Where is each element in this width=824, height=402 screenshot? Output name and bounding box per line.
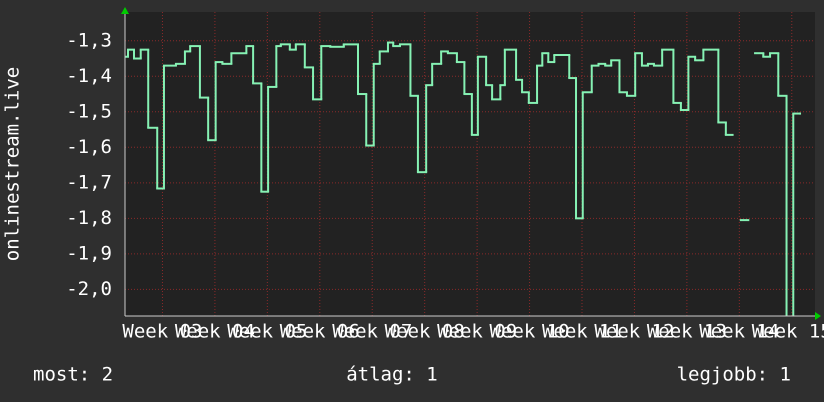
x-axis-arrow (815, 312, 821, 320)
series (125, 41, 802, 316)
x-tick-label: Week 04 (175, 321, 255, 343)
x-tick-label: Week 08 (385, 321, 465, 343)
footer-average: átlag: 1 (346, 364, 438, 386)
y-tick-label: -1,6 (66, 136, 112, 158)
y-tick-label: -1,7 (66, 171, 112, 193)
x-tick-label: Week 14 (699, 321, 779, 343)
x-tick-label: Week 03 (122, 321, 202, 343)
x-tick-label: Week 13 (647, 321, 727, 343)
y-axis-label: onlinestream.live (2, 67, 24, 261)
grid (125, 12, 815, 316)
x-tick-label: Week 05 (227, 321, 307, 343)
x-tick-label: Week 15 (752, 321, 824, 343)
y-axis-arrow (121, 7, 129, 14)
footer-best: legjobb: 1 (677, 364, 791, 386)
y-tick-label: -1,3 (66, 29, 112, 51)
y-tick-label: -2,0 (66, 278, 112, 300)
plot-area (125, 12, 815, 316)
x-tick-label: Week 10 (490, 321, 570, 343)
y-tick-label: -1,5 (66, 100, 112, 122)
y-tick-label: -1,9 (66, 242, 112, 264)
x-tick-label: Week 11 (542, 321, 622, 343)
footer-current: most: 2 (33, 364, 113, 386)
x-tick-label: Week 12 (594, 321, 674, 343)
x-tick-label: Week 07 (332, 321, 412, 343)
y-tick-label: -1,8 (66, 207, 112, 229)
x-tick-label: Week 06 (280, 321, 360, 343)
x-tick-label: Week 09 (437, 321, 517, 343)
y-tick-label: -1,4 (66, 65, 112, 87)
